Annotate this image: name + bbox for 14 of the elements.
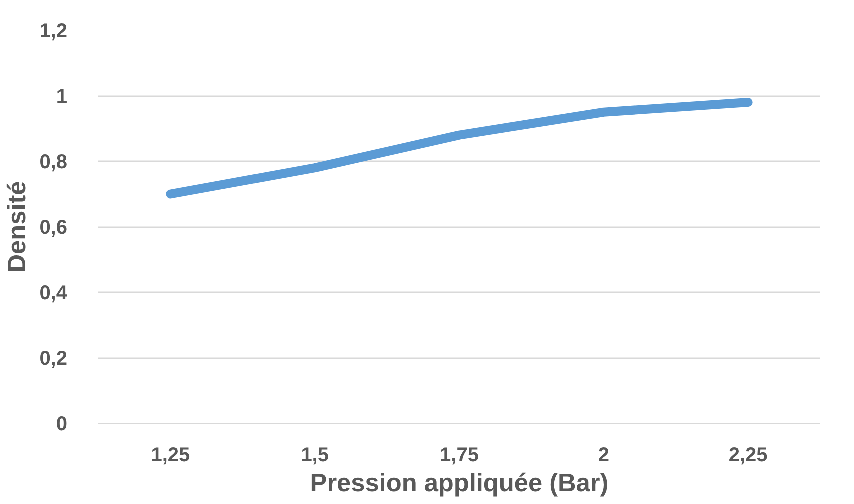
y-tick-label: 0,8 — [40, 152, 68, 174]
x-tick-label: 1,75 — [440, 444, 479, 466]
y-tick-label: 1,2 — [40, 20, 68, 42]
x-tick-label: 1,25 — [151, 444, 190, 466]
y-tick-label: 0,4 — [40, 282, 68, 304]
y-tick-label: 0,6 — [40, 217, 68, 239]
x-tick-label: 1,5 — [301, 444, 330, 466]
y-axis-title: Densité — [4, 181, 32, 273]
y-tick-label: 1 — [56, 86, 68, 108]
x-axis-title: Pression appliquée (Bar) — [310, 470, 609, 498]
x-tick-label: 2 — [598, 444, 610, 466]
y-tick-label: 0,2 — [40, 348, 68, 370]
y-tick-label: 0 — [56, 414, 68, 436]
x-tick-label: 2,25 — [728, 444, 768, 466]
